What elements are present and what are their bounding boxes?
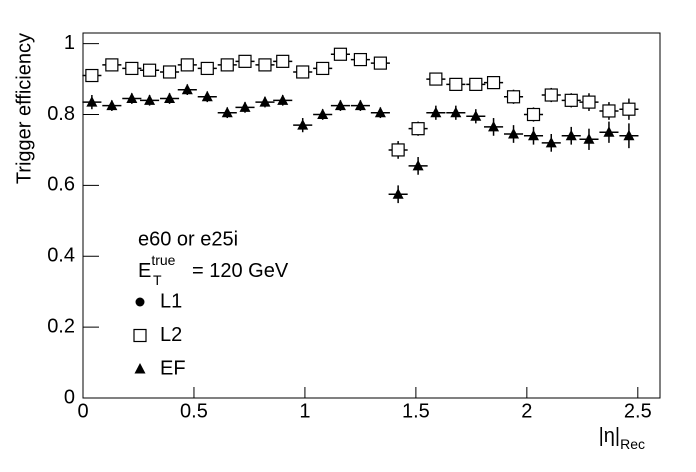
marker xyxy=(354,99,366,111)
x-tick-label: 1.5 xyxy=(402,400,430,422)
marker xyxy=(564,93,578,107)
annotation: Etrue T = 120 GeV xyxy=(138,252,289,288)
marker xyxy=(221,106,233,118)
marker xyxy=(220,58,234,72)
x-tick-label: 1 xyxy=(299,400,310,422)
annotation-rest: = 120 GeV xyxy=(192,260,289,282)
x-tick-label: 0 xyxy=(77,400,88,422)
marker xyxy=(450,106,462,118)
marker xyxy=(583,133,595,144)
marker xyxy=(334,99,346,111)
annotation-sub: T xyxy=(153,272,162,288)
y-tick-label: 0 xyxy=(64,386,75,408)
marker xyxy=(526,107,541,122)
marker xyxy=(125,61,139,76)
marker xyxy=(469,77,483,91)
marker xyxy=(297,119,309,130)
y-tick-label: 0.8 xyxy=(47,103,75,125)
y-tick-label: 1 xyxy=(64,32,75,54)
marker xyxy=(162,65,177,79)
x-axis-label: |η|Rec xyxy=(599,425,645,451)
marker xyxy=(105,58,119,72)
marker xyxy=(317,108,329,120)
legend-marker xyxy=(134,363,146,374)
marker xyxy=(508,127,520,139)
x-tick-label: 0.5 xyxy=(180,400,208,422)
marker xyxy=(374,106,386,118)
marker xyxy=(201,90,213,102)
x-axis-label-sub: Rec xyxy=(620,436,645,452)
marker xyxy=(602,104,616,118)
marker xyxy=(333,47,348,61)
marker xyxy=(528,129,540,141)
marker xyxy=(181,83,193,95)
legend-label: EF xyxy=(160,357,186,379)
y-tick-label: 0.4 xyxy=(47,245,75,267)
y-axis-label: Trigger efficiency xyxy=(13,33,35,184)
marker xyxy=(486,76,501,90)
marker xyxy=(603,126,615,137)
marker xyxy=(430,106,442,118)
annotation-base: E xyxy=(138,260,151,282)
y-tick-label: 0.6 xyxy=(47,174,75,196)
marker xyxy=(353,52,368,67)
x-axis-label-base: |η| xyxy=(599,425,621,447)
marker xyxy=(180,58,194,72)
marker xyxy=(258,58,272,72)
legend-marker xyxy=(133,328,147,343)
legend-label: L2 xyxy=(160,324,182,346)
marker xyxy=(411,122,425,136)
x-tick-label: 2 xyxy=(521,400,532,422)
marker xyxy=(86,96,98,107)
marker xyxy=(565,129,577,141)
marker xyxy=(259,96,271,107)
y-tick-label: 0.2 xyxy=(47,315,75,337)
marker xyxy=(506,90,521,104)
marker xyxy=(623,129,635,141)
marker xyxy=(238,54,252,68)
marker xyxy=(239,101,251,112)
marker xyxy=(373,56,387,70)
marker xyxy=(144,94,156,105)
marker xyxy=(164,92,176,104)
marker xyxy=(296,65,310,79)
legend-label: L1 xyxy=(160,290,182,312)
marker xyxy=(106,99,118,111)
legend-marker xyxy=(135,297,145,307)
marker xyxy=(277,94,289,105)
marker xyxy=(276,54,290,68)
marker xyxy=(449,77,463,91)
marker xyxy=(412,159,424,171)
marker xyxy=(470,110,482,121)
marker xyxy=(429,72,443,86)
marker xyxy=(85,68,99,83)
x-tick-label: 2.5 xyxy=(624,400,652,422)
plot-frame xyxy=(82,32,661,399)
marker xyxy=(126,92,138,104)
marker xyxy=(392,188,404,199)
marker xyxy=(622,102,636,116)
marker xyxy=(582,95,596,109)
annotation: e60 or e25i xyxy=(138,228,238,250)
marker xyxy=(545,136,557,148)
marker xyxy=(142,63,157,77)
marker xyxy=(544,88,558,102)
marker xyxy=(488,120,500,132)
marker xyxy=(316,61,330,76)
marker xyxy=(200,61,214,76)
marker xyxy=(391,143,405,157)
annotation-sup: true xyxy=(151,252,175,268)
